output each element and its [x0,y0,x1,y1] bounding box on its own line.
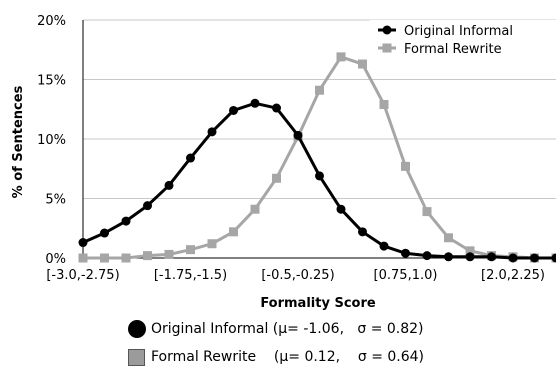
data-point [250,204,260,214]
data-point [530,253,539,263]
data-point [272,173,281,183]
legend-background [370,20,556,60]
x-tick-label: [-0.5,-0.25) [261,268,334,283]
x-axis-title: Formality Score [260,296,376,311]
legend: Original Informal Formal Rewrite [370,20,556,60]
legend-marker [382,43,392,53]
footer-formal-text: Formal Rewrite (μ= 0.12, σ = 0.64) [151,349,425,365]
data-point [315,171,324,181]
data-point [465,246,475,256]
footer-original-text: Original Informal (μ= -1.06, σ = 0.82) [151,321,424,337]
square-marker-icon [128,348,145,366]
legend-label: Formal Rewrite [404,42,502,57]
data-point [207,239,217,249]
data-point [250,98,260,108]
data-point [186,245,195,255]
data-point [422,207,432,217]
data-point [315,85,324,95]
y-tick-label: 20% [37,14,66,29]
data-point [121,216,131,226]
data-point [487,252,496,262]
y-tick-label: 15% [37,74,66,89]
data-point [143,201,152,211]
data-point [358,227,367,237]
data-point [401,161,410,171]
y-tick-label: 10% [37,133,66,148]
data-point [379,241,389,251]
series-formal-rewrite [78,52,556,263]
data-point [272,103,281,113]
legend-marker [382,25,392,35]
data-point [100,228,109,238]
data-point [164,180,174,190]
data-point [207,127,217,137]
y-tick-label: 5% [45,193,66,208]
circle-marker-icon [128,320,146,338]
data-point [422,251,432,261]
data-point [551,253,556,263]
x-tick-label: [2.0,2.25) [481,268,545,283]
x-tick-labels: [-3.0,-2.75) [-1.75,-1.5) [-0.5,-0.25) [0.7… [46,268,545,283]
x-tick-label: [-3.0,-2.75) [46,268,119,283]
data-point [465,252,475,262]
x-tick-label: [0.75,1.0) [374,268,438,283]
data-point [401,248,410,258]
data-point [508,253,518,263]
x-tick-label: [-1.75,-1.5) [154,268,227,283]
footer-original-row: Original Informal (μ= -1.06, σ = 0.82) [128,318,424,340]
series-layer [78,52,556,263]
data-point [293,130,303,140]
y-axis-title: % of Sentences [11,85,26,198]
data-point [78,238,88,248]
data-point [186,153,195,163]
y-tick-label: 0% [45,252,66,267]
series-line [82,101,556,260]
legend-item: Original Informal [378,24,513,39]
series-original-informal [78,98,556,263]
data-point [336,52,346,62]
data-point [444,233,453,243]
gridlines [82,19,556,259]
data-point [358,59,367,69]
data-point [229,227,238,237]
data-point [78,253,88,263]
legend-label: Original Informal [404,24,513,39]
footer-formal-row: Formal Rewrite (μ= 0.12, σ = 0.64) [128,346,424,368]
legend-item: Formal Rewrite [378,42,502,57]
data-point [229,105,238,115]
y-tick-labels: 0% 5% 10% 15% 20% [37,14,66,267]
data-point [336,204,346,214]
data-point [121,253,131,263]
data-point [164,249,174,259]
data-point [100,253,109,263]
data-point [143,251,152,261]
data-point [444,252,453,262]
data-point [379,99,389,109]
